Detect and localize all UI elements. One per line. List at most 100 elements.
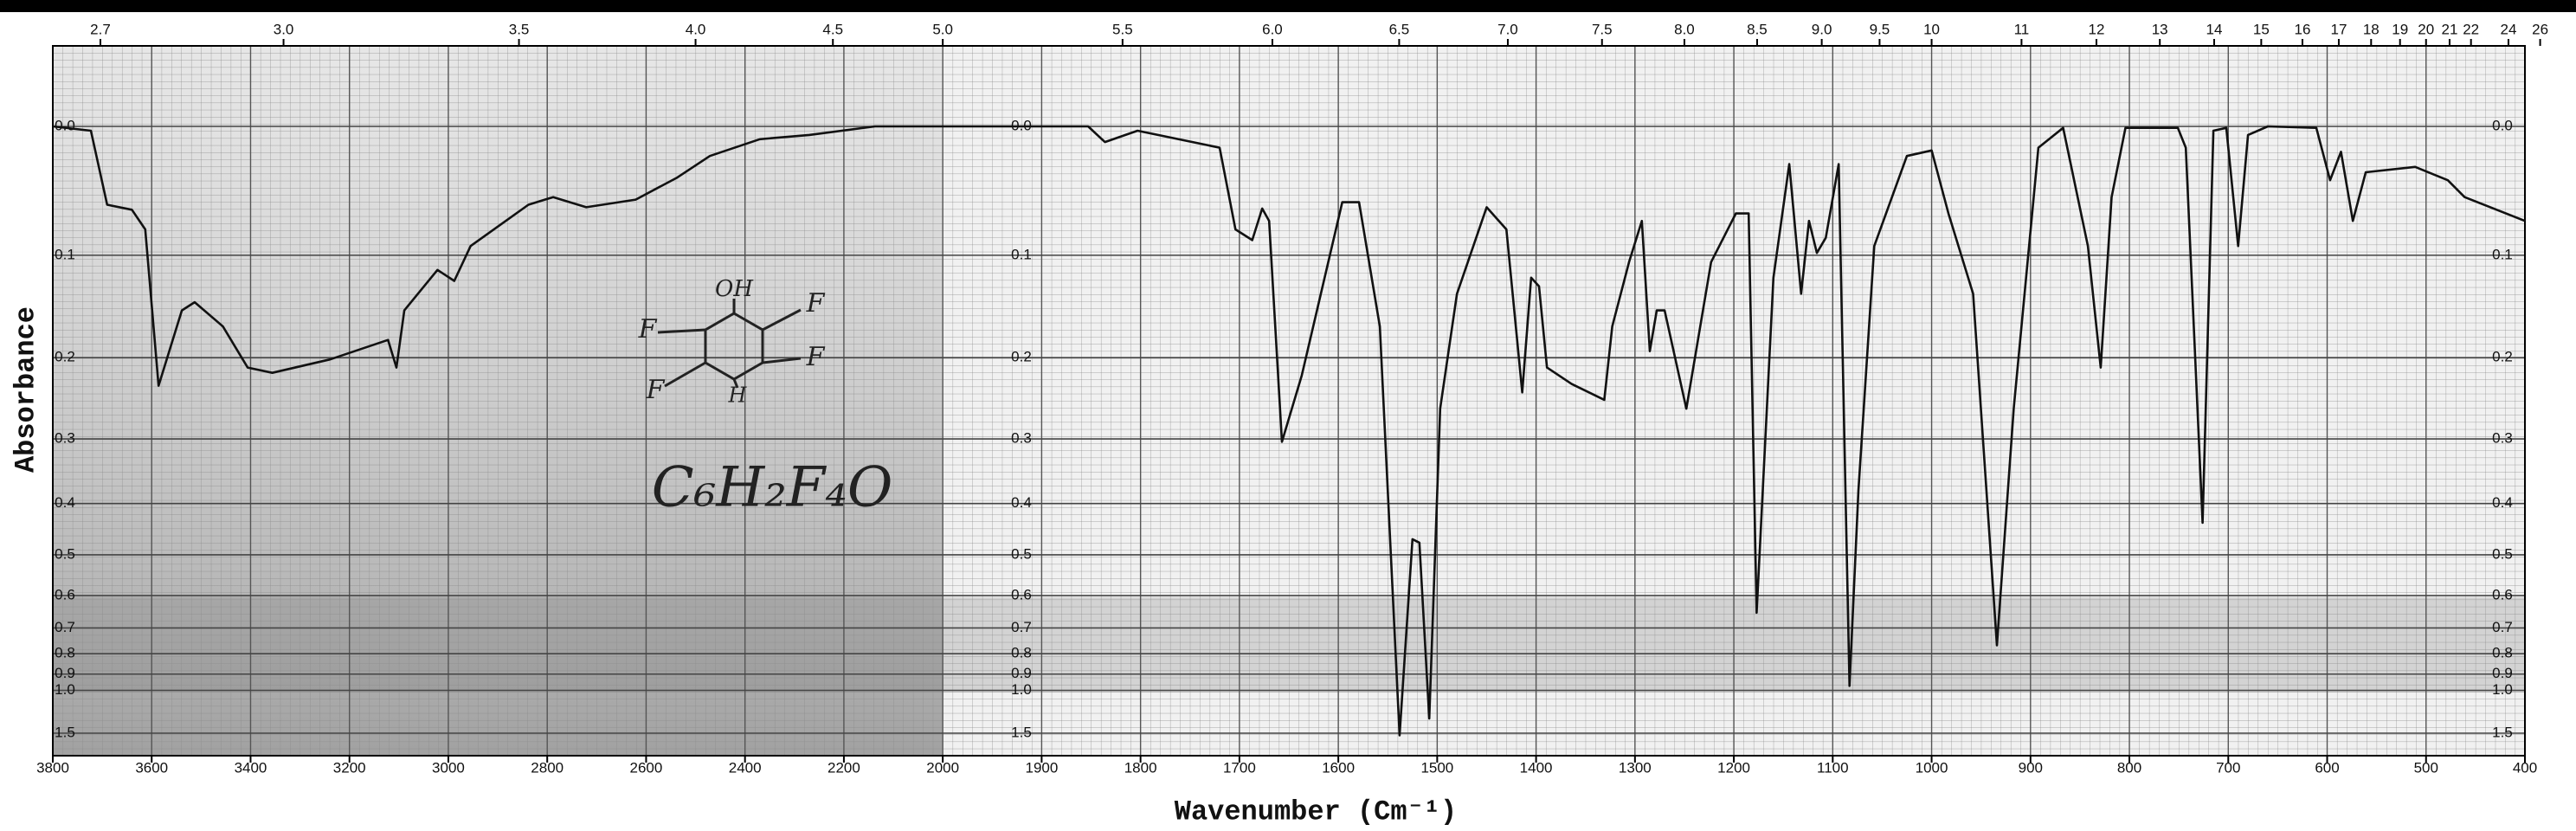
x-tick-label: 2200	[828, 759, 860, 776]
x-tick-label: 1900	[1025, 759, 1058, 776]
x-tick-label: 1600	[1322, 759, 1355, 776]
y-tick-label: 1.0	[1011, 681, 1032, 698]
y-tick-label: 0.9	[2492, 665, 2513, 681]
x-tick-label: 1500	[1420, 759, 1453, 776]
y-tick-label: 0.9	[1011, 665, 1032, 681]
x-tick-label: 1100	[1817, 759, 1849, 776]
top-tick-label: 4.0	[686, 21, 706, 37]
annotation: F	[806, 288, 826, 319]
bond	[732, 378, 739, 389]
top-tick-label: 21	[2441, 21, 2457, 37]
top-tick-label: 7.0	[1497, 21, 1518, 37]
x-tick-label: 500	[2414, 759, 2438, 776]
y-tick-label: 0.8	[2492, 645, 2513, 661]
annotation: F	[646, 375, 666, 405]
x-tick-label: 1300	[1619, 759, 1652, 776]
x-tick-label: 2000	[926, 759, 959, 776]
top-tick-label: 8.5	[1747, 21, 1768, 37]
top-tick-label: 6.0	[1262, 21, 1283, 37]
y-tick-label: 0.5	[2492, 545, 2513, 562]
y-tick-label: 0.9	[55, 665, 75, 681]
y-tick-label: 0.2	[55, 349, 75, 365]
top-tick-label: 3.0	[274, 21, 294, 37]
y-tick-label: 0.7	[2492, 619, 2513, 635]
y-tick-label: 1.5	[2492, 724, 2513, 740]
y-tick-label: 0.5	[1011, 545, 1032, 562]
annotation: H	[728, 383, 748, 408]
y-tick-label: 1.0	[55, 681, 75, 698]
y-tick-label: 0.1	[1011, 246, 1032, 262]
y-tick-label: 0.8	[1011, 645, 1032, 661]
bond	[762, 308, 802, 332]
spectrum-line	[52, 125, 2526, 737]
top-tick-label: 16	[2294, 21, 2310, 37]
top-tick-label: 15	[2253, 21, 2270, 37]
top-tick-label: 9.5	[1870, 21, 1890, 37]
y-tick-label: 0.1	[55, 246, 75, 262]
x-tick-label: 1400	[1520, 759, 1553, 776]
x-tick-label: 400	[2513, 759, 2537, 776]
x-tick-label: 700	[2216, 759, 2240, 776]
top-tick-label: 22	[2463, 21, 2479, 37]
y-tick-label: 0.0	[2492, 117, 2513, 133]
x-tick-label: 1000	[1916, 759, 1948, 776]
y-axis-title: Absorbance	[10, 306, 42, 473]
y-tick-label: 0.3	[1011, 430, 1032, 447]
top-tick-label: 19	[2392, 21, 2408, 37]
plot-frame	[52, 45, 2526, 757]
top-band	[0, 0, 2576, 12]
top-tick-label: 12	[2088, 21, 2104, 37]
top-tick-label: 11	[2014, 21, 2030, 37]
top-tick-label: 10	[1923, 21, 1940, 37]
y-tick-label: 0.0	[55, 117, 75, 133]
x-tick-label: 600	[2315, 759, 2339, 776]
y-tick-label: 0.4	[2492, 494, 2513, 511]
top-tick-label: 14	[2206, 21, 2222, 37]
top-tick-label: 8.0	[1674, 21, 1695, 37]
annotation: F	[638, 314, 658, 345]
bond	[657, 328, 706, 334]
x-axis-title: Wavenumber (Cm⁻¹)	[1175, 796, 1458, 828]
annotation: C₆H₂F₄O	[652, 456, 893, 520]
top-tick-label: 9.0	[1812, 21, 1832, 37]
x-tick-label: 2800	[531, 759, 564, 776]
y-tick-label: 1.0	[2492, 681, 2513, 698]
x-tick-label: 1800	[1124, 759, 1157, 776]
top-tick-label: 4.5	[822, 21, 843, 37]
y-tick-label: 0.5	[55, 545, 75, 562]
x-tick-label: 1700	[1223, 759, 1256, 776]
annotation: F	[806, 342, 826, 372]
structure-sketch	[657, 299, 802, 389]
top-tick-label: 18	[2363, 21, 2380, 37]
y-tick-label: 0.4	[55, 494, 75, 511]
y-tick-label: 0.6	[1011, 587, 1032, 603]
top-tick-label: 5.0	[932, 21, 953, 37]
y-tick-label: 0.2	[2492, 349, 2513, 365]
top-tick-label: 6.5	[1389, 21, 1410, 37]
y-tick-label: 0.7	[55, 619, 75, 635]
y-tick-label: 1.5	[55, 724, 75, 740]
top-tick-label: 20	[2418, 21, 2434, 37]
top-tick-label: 2.7	[90, 21, 111, 37]
x-tick-label: 3400	[235, 759, 267, 776]
y-tick-label: 1.5	[1011, 724, 1032, 740]
x-tick-label: 1200	[1717, 759, 1750, 776]
x-tick-label: 2600	[630, 759, 663, 776]
top-tick-label: 5.5	[1112, 21, 1133, 37]
top-tick-label: 3.5	[509, 21, 530, 37]
top-tick-label: 13	[2152, 21, 2168, 37]
y-tick-label: 0.7	[1011, 619, 1032, 635]
x-tick-label: 3200	[333, 759, 366, 776]
top-tick-label: 7.5	[1592, 21, 1613, 37]
y-tick-label: 0.6	[2492, 587, 2513, 603]
top-tick-label: 26	[2532, 21, 2548, 37]
x-tick-label: 800	[2117, 759, 2141, 776]
y-tick-label: 0.1	[2492, 246, 2513, 262]
x-tick-label: 3600	[135, 759, 168, 776]
y-tick-label: 0.3	[2492, 430, 2513, 447]
y-tick-label: 0.3	[55, 430, 75, 447]
minor-grid	[53, 46, 2525, 756]
y-tick-label: 0.6	[55, 587, 75, 603]
bond	[762, 357, 802, 364]
